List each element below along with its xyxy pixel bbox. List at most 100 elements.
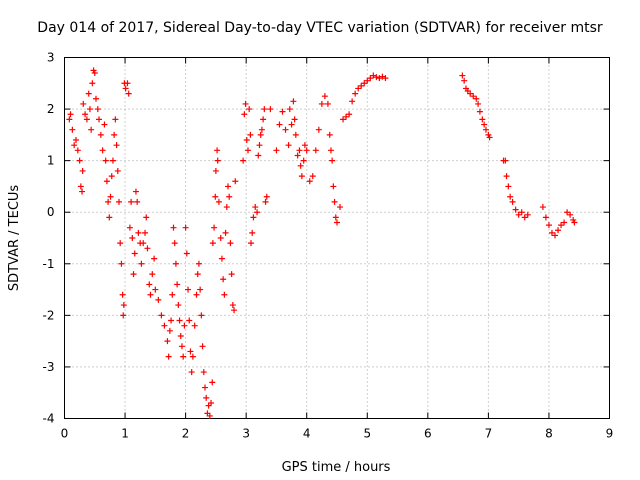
data-point — [175, 302, 182, 309]
data-point — [255, 152, 262, 159]
y-axis-label: SDTVAR / TECUs — [7, 185, 22, 292]
data-point — [142, 229, 149, 236]
data-point — [126, 224, 133, 231]
data-point — [152, 286, 159, 293]
data-point — [80, 100, 87, 107]
data-point — [292, 131, 299, 138]
data-point — [248, 240, 255, 247]
data-point — [112, 116, 119, 123]
y-tick-label: -4 — [43, 412, 55, 426]
data-point — [178, 343, 185, 350]
data-point — [118, 260, 125, 267]
data-point — [203, 394, 210, 401]
data-point — [114, 167, 121, 174]
data-point — [111, 131, 118, 138]
data-point — [327, 147, 334, 154]
data-point — [66, 116, 73, 123]
data-point — [102, 157, 109, 164]
data-point — [564, 209, 571, 216]
data-point — [227, 240, 234, 247]
data-point — [73, 137, 80, 144]
data-points — [66, 67, 578, 419]
data-point — [94, 106, 101, 113]
data-point — [96, 116, 103, 123]
data-point — [297, 162, 304, 169]
data-point — [103, 178, 110, 185]
data-point — [315, 126, 322, 133]
data-point — [285, 142, 292, 149]
data-point — [214, 157, 221, 164]
data-point — [119, 291, 126, 298]
data-point — [373, 74, 380, 81]
data-point — [558, 222, 565, 229]
x-tick-label: 0 — [61, 427, 69, 441]
data-point — [252, 204, 259, 211]
data-point — [231, 307, 238, 314]
data-point — [220, 276, 227, 283]
data-point — [241, 111, 248, 118]
data-point — [467, 90, 474, 97]
data-point — [232, 178, 239, 185]
data-point — [300, 157, 307, 164]
data-point — [507, 193, 514, 200]
x-tick-label: 6 — [424, 427, 432, 441]
data-point — [482, 126, 489, 133]
data-point — [69, 126, 76, 133]
data-point — [135, 229, 142, 236]
data-point — [101, 121, 108, 128]
data-point — [256, 142, 263, 149]
data-point — [88, 126, 95, 133]
data-point — [481, 121, 488, 128]
data-point — [225, 183, 231, 190]
data-point — [89, 80, 96, 87]
data-point — [473, 95, 480, 102]
x-tick-label: 2 — [182, 427, 190, 441]
x-axis-label: GPS time / hours — [282, 460, 391, 475]
data-point — [99, 147, 106, 154]
data-point — [461, 77, 468, 84]
data-point — [116, 198, 122, 205]
data-point — [229, 302, 236, 309]
data-point — [209, 240, 216, 247]
data-point — [168, 317, 175, 324]
data-point — [91, 69, 98, 76]
data-point — [181, 322, 188, 329]
data-point — [312, 147, 319, 154]
axis-ticks: 0 1 2 3 4 5 6 7 8 9 3 2 1 0 -1 -2 -3 -4 — [43, 51, 614, 441]
data-point — [254, 209, 261, 216]
data-point — [185, 286, 192, 293]
data-point — [201, 384, 208, 391]
data-point — [208, 400, 215, 407]
data-point — [211, 224, 218, 231]
data-point — [187, 348, 194, 355]
data-point — [330, 183, 337, 190]
data-point — [106, 214, 113, 221]
data-point — [140, 240, 147, 247]
data-point — [146, 281, 153, 288]
data-point — [120, 312, 127, 319]
data-point — [291, 116, 298, 123]
data-point — [257, 131, 264, 138]
data-point — [512, 206, 519, 213]
data-point — [555, 227, 562, 234]
y-tick-label: 0 — [47, 205, 55, 219]
data-point — [131, 250, 138, 257]
data-point — [199, 343, 206, 350]
data-point — [130, 271, 137, 278]
data-point — [376, 75, 383, 82]
data-point — [223, 204, 230, 211]
data-point — [226, 193, 233, 200]
data-point — [240, 157, 247, 164]
data-point — [267, 106, 274, 113]
data-point — [346, 111, 353, 118]
data-point — [337, 204, 344, 211]
data-point — [215, 198, 222, 205]
data-point — [509, 198, 516, 205]
data-point — [169, 291, 176, 298]
data-point — [82, 111, 89, 118]
data-point — [571, 219, 578, 226]
data-point — [86, 106, 93, 113]
data-point — [206, 412, 213, 419]
data-point — [382, 75, 389, 82]
data-point — [475, 100, 482, 107]
